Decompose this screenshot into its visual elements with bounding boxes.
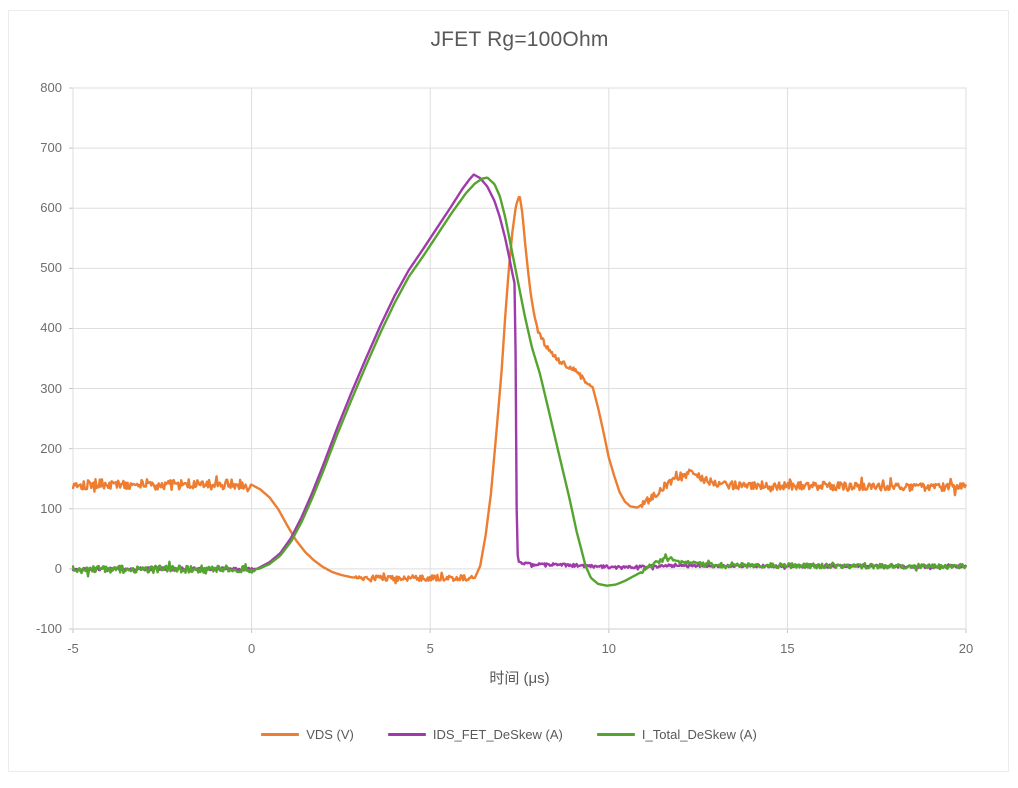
legend-label-vds: VDS (V) [306,727,354,742]
y-tick-label: 0 [54,560,62,576]
x-axis-title: 时间 (μs) [489,670,550,687]
y-tick-label: 300 [40,380,62,396]
plot-area-border [72,87,967,630]
chart-title: JFET Rg=100Ohm [430,28,609,51]
legend-item-ids-fet-deskew: IDS_FET_DeSkew (A) [387,727,563,742]
y-tick-label: 500 [40,260,62,276]
legend-label-i-total-deskew: I_Total_DeSkew (A) [641,727,757,742]
y-tick-label: 400 [40,320,62,336]
y-tick-label: -100 [35,621,62,636]
legend-item-i-total-deskew: I_Total_DeSkew (A) [596,727,757,742]
x-tick-label: -5 [67,641,79,656]
x-tick-label: 5 [426,641,434,656]
x-tick-label: 0 [247,641,256,656]
y-tick-label: 800 [40,80,62,95]
legend: VDS (V) IDS_FET_DeSkew (A) I_Total_DeSke… [0,727,1018,742]
series-i-total-deskew-line [71,176,967,587]
y-tick-label: 200 [40,440,62,456]
y-tick-label: 100 [40,500,62,516]
y-tick-label: 700 [40,140,62,156]
y-tick-label: 600 [40,200,62,216]
x-tick-label: 20 [958,641,974,656]
legend-swatch-ids-fet-deskew [387,733,426,736]
x-tick-label: 10 [601,641,617,656]
series-lines [71,173,967,587]
x-tick-label: 15 [780,641,795,656]
series-vds-line [71,195,967,585]
legend-swatch-i-total-deskew [596,733,635,736]
legend-item-vds: VDS (V) [261,727,354,742]
legend-label-ids-fet-deskew: IDS_FET_DeSkew (A) [432,727,563,742]
legend-swatch-vds [261,733,300,736]
series-ids-fet-deskew-line [71,173,967,572]
